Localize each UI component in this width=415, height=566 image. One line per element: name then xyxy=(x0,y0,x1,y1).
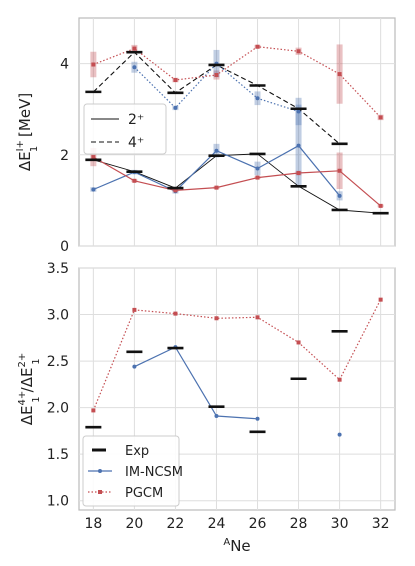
bottom-legend-box xyxy=(82,435,180,507)
imncsm-ratio-point-24 xyxy=(214,413,219,418)
top-legend-box xyxy=(83,103,167,155)
top-y-axis-label: ΔEI+ 1 [MeV] xyxy=(15,93,40,171)
exp-2plus-line xyxy=(93,153,381,214)
pgcm-2plus-point-20 xyxy=(132,178,137,183)
pgcm-2plus-point-18 xyxy=(91,155,96,160)
pgcm-ratio-point-24 xyxy=(214,316,219,321)
pgcm-4plus-point-28 xyxy=(296,49,301,54)
imncsm-4plus-point-28 xyxy=(296,109,301,114)
pgcm-ratio-point-20 xyxy=(132,307,137,312)
bottom-ytick-label-2.5: 2.5 xyxy=(47,354,69,370)
pgcm-2plus-point-22 xyxy=(173,188,178,193)
imncsm-4plus-point-20 xyxy=(132,65,137,70)
svg-text:ΔEI+1 [MeV]: ΔEI+ 1 [MeV] xyxy=(15,93,40,171)
pgcm-4plus-point-32 xyxy=(378,115,383,120)
bottom-ytick-label-1.5: 1.5 xyxy=(47,447,69,463)
pgcm-ratio-point-22 xyxy=(173,311,178,316)
pgcm-4plus-point-22 xyxy=(173,78,178,83)
imncsm-4plus-point-22 xyxy=(173,105,178,110)
legend-label-exp: Exp xyxy=(125,444,149,459)
svg-text:ΔE4+1/ΔE2+1: ΔE4+ 1/ΔE2+ 1 xyxy=(17,353,42,425)
bottom-ytick-label-1.0: 1.0 xyxy=(47,494,69,510)
pgcm-4plus-line xyxy=(93,46,382,118)
bottom-xtick-label-28: 28 xyxy=(290,516,308,532)
imncsm-2plus-point-18 xyxy=(91,187,96,192)
pgcm-2plus-point-32 xyxy=(378,203,383,208)
legend-label-2plus: 2⁺ xyxy=(128,112,144,128)
imncsm-ratio-point-26 xyxy=(255,416,260,421)
imncsm-4plus-line xyxy=(133,62,299,113)
top-ytick-label-2: 2 xyxy=(60,148,69,164)
imncsm-ratio-extra-point-30 xyxy=(337,432,342,437)
imncsm-2plus-point-24 xyxy=(214,148,219,153)
pgcm-4plus-point-30 xyxy=(337,72,342,77)
pgcm-4plus-point-18 xyxy=(91,62,96,67)
pgcm-2plus-line xyxy=(93,156,381,207)
legend-label-pgcm: PGCM xyxy=(125,486,163,501)
bottom-legend: Exp IM-NCSM PGCM xyxy=(82,435,183,507)
pgcm-ratio-point-26 xyxy=(255,315,260,320)
bottom-xtick-label-22: 22 xyxy=(167,516,185,532)
imncsm-2plus-point-26 xyxy=(255,166,260,171)
top-ytick-label-4: 4 xyxy=(60,57,69,73)
bottom-chart-marks xyxy=(85,297,383,437)
bottom-ytick-label-3.5: 3.5 xyxy=(47,261,69,277)
bottom-y-ticks: 1.0 1.5 2.0 2.5 3.0 3.5 xyxy=(47,261,69,510)
bottom-x-ticks: 18 20 22 24 26 28 30 32 xyxy=(84,516,389,532)
bottom-ytick-label-2.0: 2.0 xyxy=(47,401,69,417)
top-panel: 0 2 4 2⁺ 4⁺ ΔEI+ 1 [MeV] xyxy=(15,17,396,255)
pgcm-2plus-point-30 xyxy=(337,168,342,173)
pgcm-2plus-point-24 xyxy=(214,185,219,190)
pgcm-ratio-point-28 xyxy=(296,340,301,345)
top-chart-marks xyxy=(85,44,389,215)
bottom-xtick-label-18: 18 xyxy=(84,516,102,532)
imncsm-ratio-point-20 xyxy=(132,364,137,369)
pgcm-2plus-point-28 xyxy=(296,171,301,176)
pgcm-2plus-point-26 xyxy=(255,175,260,180)
legend-label-4plus: 4⁺ xyxy=(128,135,144,151)
imncsm-2plus-point-28 xyxy=(296,143,301,148)
imncsm-2plus-point-30 xyxy=(337,193,342,198)
bottom-x-axis-label: ANe xyxy=(223,537,250,555)
pgcm-ratio-line xyxy=(92,299,382,411)
pgcm-ratio-point-32 xyxy=(378,297,383,302)
legend-label-imncsm: IM-NCSM xyxy=(125,465,183,480)
legend-imncsm-marker xyxy=(98,469,102,473)
bottom-xtick-label-26: 26 xyxy=(249,516,267,532)
pgcm-4plus-point-26 xyxy=(255,44,260,49)
imncsm-ratio-line xyxy=(134,346,258,420)
bottom-xtick-label-24: 24 xyxy=(208,516,226,532)
bottom-y-axis-label: ΔE4+ 1/ΔE2+ 1 xyxy=(17,353,42,425)
bottom-xtick-label-20: 20 xyxy=(125,516,143,532)
bottom-ytick-label-3.0: 3.0 xyxy=(47,308,69,324)
bottom-xtick-label-32: 32 xyxy=(372,516,390,532)
bottom-xtick-label-30: 30 xyxy=(331,516,349,532)
pgcm-ratio-point-18 xyxy=(91,408,96,413)
pgcm-ratio-point-30 xyxy=(337,377,342,382)
pgcm-4plus-point-20 xyxy=(132,46,137,51)
legend-pgcm-marker xyxy=(98,490,102,494)
top-ytick-label-0: 0 xyxy=(60,239,69,255)
bottom-panel: 1.0 1.5 2.0 2.5 3.0 3.5 18 20 22 24 26 28 30 32 Exp … xyxy=(17,261,396,555)
svg-text:ANe: ANe xyxy=(223,537,250,555)
imncsm-4plus-point-26 xyxy=(255,96,260,101)
top-legend: 2⁺ 4⁺ xyxy=(83,103,167,155)
pgcm-4plus-point-24 xyxy=(214,73,219,77)
top-y-ticks: 0 2 4 xyxy=(60,57,69,255)
